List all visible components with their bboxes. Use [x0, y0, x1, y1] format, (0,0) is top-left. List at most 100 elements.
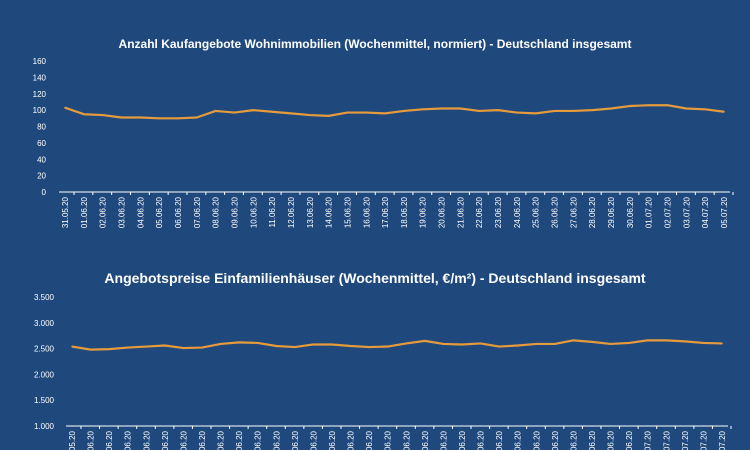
data-point	[721, 342, 723, 345]
data-point	[610, 107, 612, 110]
data-point	[290, 112, 292, 115]
x-tick-label: 03.06.20	[124, 430, 133, 450]
y-tick-label: 3.500	[34, 293, 55, 302]
x-tick-label: 28.06.20	[588, 196, 597, 228]
chart-title-0: Anzahl Kaufangebote Wohnimmobilien (Woch…	[119, 37, 632, 51]
y-tick-label: 40	[37, 155, 46, 164]
x-tick-label: 22.06.20	[477, 430, 486, 450]
y-tick-label: 140	[33, 73, 47, 82]
data-point	[516, 344, 519, 347]
x-tick-label: 20.06.20	[439, 430, 448, 450]
x-tick-label: 13.06.20	[306, 196, 315, 228]
x-tick-label: 27.06.20	[569, 196, 578, 228]
data-point	[368, 346, 370, 348]
x-tick-label: 12.06.20	[291, 430, 300, 450]
data-point	[201, 346, 203, 349]
data-point	[108, 348, 110, 350]
x-tick-label: 03.07.20	[681, 430, 690, 450]
data-point	[478, 110, 481, 112]
data-point	[628, 342, 630, 344]
x-tick-label: 16.06.20	[362, 196, 371, 228]
x-tick-label: 04.07.20	[701, 196, 710, 228]
data-point	[516, 111, 518, 114]
x-tick-label: 02.07.20	[662, 430, 671, 450]
x-tick-label: 03.06.20	[117, 196, 126, 228]
x-tick-label: 01.06.20	[80, 196, 89, 228]
x-tick-label: 25.06.20	[532, 196, 541, 228]
x-tick-label: 01.06.20	[87, 430, 96, 450]
x-tick-label: 15.06.20	[347, 430, 356, 450]
x-tick-label: 27.06.20	[569, 430, 578, 450]
data-point	[126, 346, 129, 349]
data-point	[440, 107, 443, 110]
x-tick-label: 04.07.20	[699, 430, 708, 450]
data-point	[365, 111, 368, 114]
data-point	[459, 107, 462, 110]
data-point	[591, 341, 593, 343]
data-point	[308, 114, 311, 116]
x-tick-label: 14.06.20	[328, 430, 337, 450]
x-tick-label: 26.06.20	[551, 196, 560, 228]
x-tick-label: 07.06.20	[198, 430, 207, 450]
x-tick-label: 05.07.20	[718, 430, 727, 450]
x-tick-label: 31.05.20	[61, 196, 70, 228]
x-tick-label: 21.06.20	[456, 196, 465, 228]
data-point	[609, 343, 612, 345]
x-tick-label: 12.06.20	[287, 196, 296, 228]
data-point	[535, 343, 538, 345]
x-tick-label: 11.06.20	[272, 430, 281, 450]
x-tick-label: 05.07.20	[720, 196, 729, 228]
data-point	[238, 341, 240, 344]
data-point	[158, 117, 160, 120]
x-tick-label: 18.06.20	[402, 430, 411, 450]
y-tick-label: 80	[37, 123, 46, 132]
data-point	[554, 343, 556, 345]
x-tick-label: 23.06.20	[494, 196, 503, 228]
y-tick-label: 0	[42, 188, 47, 197]
data-point	[139, 116, 142, 119]
x-tick-label: 08.06.20	[212, 196, 221, 228]
chart-title-1: Angebotspreise Einfamilienhäuser (Wochen…	[104, 270, 646, 286]
y-tick-label: 2.500	[34, 345, 55, 354]
data-point	[591, 109, 593, 111]
y-tick-label: 3.000	[34, 319, 55, 328]
y-tick-label: 160	[33, 57, 47, 66]
x-tick-label: 06.06.20	[179, 430, 188, 450]
data-point	[498, 345, 500, 348]
x-tick-label: 23.06.20	[495, 430, 504, 450]
data-point	[497, 109, 499, 111]
x-tick-label: 06.06.20	[174, 196, 183, 228]
x-tick-label: 10.06.20	[249, 196, 258, 228]
x-tick-label: 02.06.20	[99, 196, 108, 228]
data-point	[83, 113, 85, 116]
data-point	[349, 345, 352, 347]
x-tick-label: 17.06.20	[384, 430, 393, 450]
data-point	[145, 345, 148, 348]
data-point	[666, 104, 669, 107]
data-point	[647, 104, 650, 107]
x-tick-label: 11.06.20	[268, 196, 277, 227]
data-point	[331, 343, 333, 346]
x-tick-label: 08.06.20	[217, 430, 226, 450]
data-point	[120, 116, 123, 119]
data-point	[442, 343, 445, 345]
data-point	[665, 339, 668, 342]
x-tick-label: 04.06.20	[142, 430, 151, 450]
x-tick-label: 29.06.20	[607, 196, 616, 228]
data-point	[252, 109, 255, 111]
x-tick-label: 17.06.20	[381, 196, 390, 228]
data-point	[646, 339, 649, 342]
data-point	[386, 345, 389, 348]
data-point	[479, 342, 482, 345]
x-tick-label: 14.06.20	[325, 196, 334, 228]
x-tick-label: 02.07.20	[664, 196, 673, 228]
data-point	[196, 116, 198, 119]
y-tick-label: 20	[37, 172, 46, 181]
x-tick-label: 09.06.20	[235, 430, 244, 450]
data-point	[572, 339, 575, 342]
x-tick-label: 21.06.20	[458, 430, 467, 450]
x-tick-label: 15.06.20	[343, 196, 352, 228]
x-tick-label: 29.06.20	[607, 430, 616, 450]
data-point	[89, 348, 92, 351]
